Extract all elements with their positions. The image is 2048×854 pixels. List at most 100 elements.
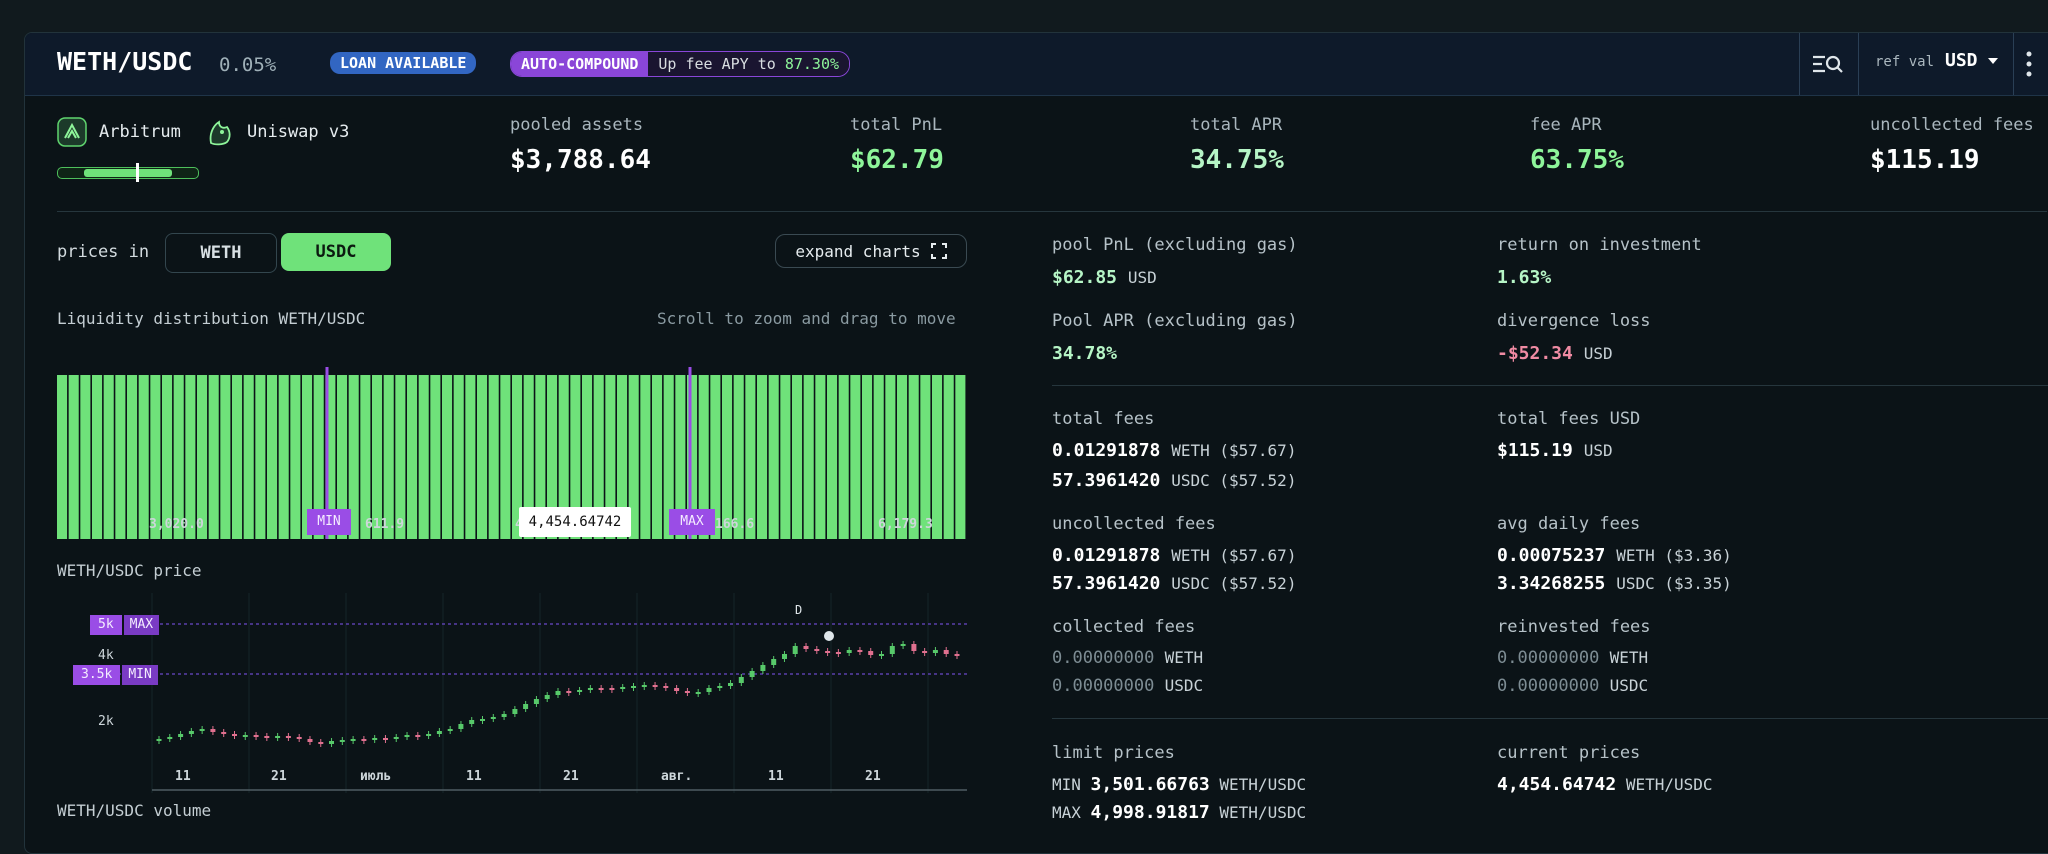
collected-usdc-amount: 0.00000000 (1052, 676, 1155, 696)
stats-divider (57, 211, 2047, 212)
liquidity-bar (150, 375, 161, 539)
liquidity-title: Liquidity distribution WETH/USDC (57, 309, 366, 328)
avg-daily-usdc: 3.34268255 USDC ($3.35) (1497, 573, 1732, 594)
more-menu-icon[interactable] (2025, 49, 2033, 83)
roi-value: 1.63% (1497, 267, 1552, 288)
price-candle (954, 654, 960, 656)
price-y-tick-4k: 4k (98, 648, 114, 663)
avg-daily-usdc-unit: USDC ($3.35) (1616, 574, 1732, 593)
price-candle (383, 738, 388, 740)
price-candle (803, 646, 809, 649)
liquidity-bar (932, 375, 943, 539)
price-marker-label: D (795, 603, 803, 617)
loan-available-badge[interactable]: LOAN AVAILABLE (330, 52, 477, 74)
price-x-tick-3: июль (360, 769, 392, 784)
liquidity-bar (337, 375, 348, 539)
uncollected-usdc-amount: 57.3961420 (1052, 573, 1161, 594)
liquidity-chart[interactable] (57, 335, 967, 544)
liquidity-bar (418, 375, 429, 539)
price-candle (167, 737, 173, 739)
pool-pnl-value: $62.85 USD (1052, 267, 1157, 288)
expand-charts-label: expand charts (795, 241, 921, 261)
liquidity-bar (103, 375, 114, 539)
price-min-word: MIN (122, 665, 158, 685)
liquidity-current-price: 4,454.64742 (519, 507, 631, 537)
ref-currency-select[interactable]: USD (1945, 50, 2000, 71)
limit-min-tag: MIN (1052, 775, 1081, 794)
liquidity-bar (302, 375, 313, 539)
pool-pnl-unit: USD (1127, 268, 1157, 287)
liquidity-bar (943, 375, 954, 539)
uncollected-usdc: 57.3961420 USDC ($57.52) (1052, 573, 1296, 594)
price-candle (329, 741, 334, 744)
price-candle (555, 691, 561, 695)
avg-daily-weth-unit: WETH ($3.36) (1616, 546, 1732, 565)
liquidity-bar (570, 375, 581, 539)
reinvested-usdc: 0.00000000 USDC (1497, 676, 1648, 696)
liquidity-bar (162, 375, 173, 539)
avg-daily-fees-label: avg daily fees (1497, 514, 1641, 534)
price-candle (480, 719, 485, 721)
price-candle (156, 739, 162, 741)
price-candle (868, 651, 874, 655)
auto-compound-label: AUTO-COMPOUND (511, 52, 649, 76)
limit-prices-label: limit prices (1052, 743, 1175, 763)
liquidity-tick-2: 611.9 (365, 517, 405, 532)
price-candle (641, 685, 647, 687)
liquidity-bar (360, 375, 371, 539)
liquidity-bar (325, 375, 336, 539)
liquidity-bar (675, 375, 686, 539)
collected-fees-label: collected fees (1052, 617, 1196, 637)
avg-daily-weth: 0.00075237 WETH ($3.36) (1497, 545, 1732, 566)
liquidity-bar (430, 375, 441, 539)
price-candle (242, 735, 248, 737)
liquidity-tick-4: 166.6 (715, 517, 755, 532)
price-candle (436, 731, 442, 734)
liquidity-bar (792, 375, 803, 539)
total-fees-usd-amount: $115.19 (1497, 440, 1573, 461)
price-candle (846, 650, 852, 653)
liquidity-bar (722, 375, 733, 539)
price-candle (706, 688, 712, 692)
liquidity-bar (57, 375, 68, 539)
price-candle (652, 685, 658, 687)
price-x-tick-8: 21 (865, 769, 881, 784)
liquidity-bar (512, 375, 523, 539)
liquidity-bar (523, 375, 534, 539)
total-fees-usd-unit: USD (1583, 441, 1613, 460)
range-health-marker (136, 163, 139, 182)
range-health-bar (57, 163, 199, 182)
pool-pnl-amount: $62.85 (1052, 267, 1118, 288)
liquidity-bar (255, 375, 266, 539)
liquidity-min-handle[interactable]: MIN (307, 509, 351, 535)
liquidity-bar (955, 375, 966, 539)
price-chart-title: WETH/USDC price (57, 561, 202, 580)
liquidity-bar (407, 375, 418, 539)
price-x-tick-6: авг. (661, 769, 693, 784)
liquidity-bar (197, 375, 208, 539)
price-candle (792, 646, 798, 654)
auto-compound-badge[interactable]: AUTO-COMPOUND Up fee APY to 87.30% (510, 51, 851, 77)
price-candle (372, 738, 378, 740)
liquidity-bar (698, 375, 709, 539)
liquidity-max-handle[interactable]: MAX (669, 509, 715, 535)
price-toggle-usdc[interactable]: USDC (281, 233, 391, 271)
price-candle (814, 649, 820, 651)
price-candle (684, 691, 690, 693)
price-candle (663, 686, 669, 688)
stat-uncollected-value: $115.19 (1870, 145, 1980, 175)
price-toggle-weth[interactable]: WETH (165, 233, 277, 273)
liquidity-bar (278, 375, 289, 539)
price-candle (350, 739, 356, 741)
reinvested-fees-label: reinvested fees (1497, 617, 1651, 637)
expand-charts-button[interactable]: expand charts (775, 234, 967, 268)
search-list-icon[interactable] (1809, 50, 1845, 78)
price-chart[interactable] (57, 593, 967, 807)
liquidity-bar (640, 375, 651, 539)
price-candle (415, 735, 421, 737)
liquidity-bar (745, 375, 756, 539)
price-candle (900, 644, 906, 646)
liquidity-bar (663, 375, 674, 539)
price-max-word: MAX (123, 615, 160, 635)
current-prices-label: current prices (1497, 743, 1641, 763)
